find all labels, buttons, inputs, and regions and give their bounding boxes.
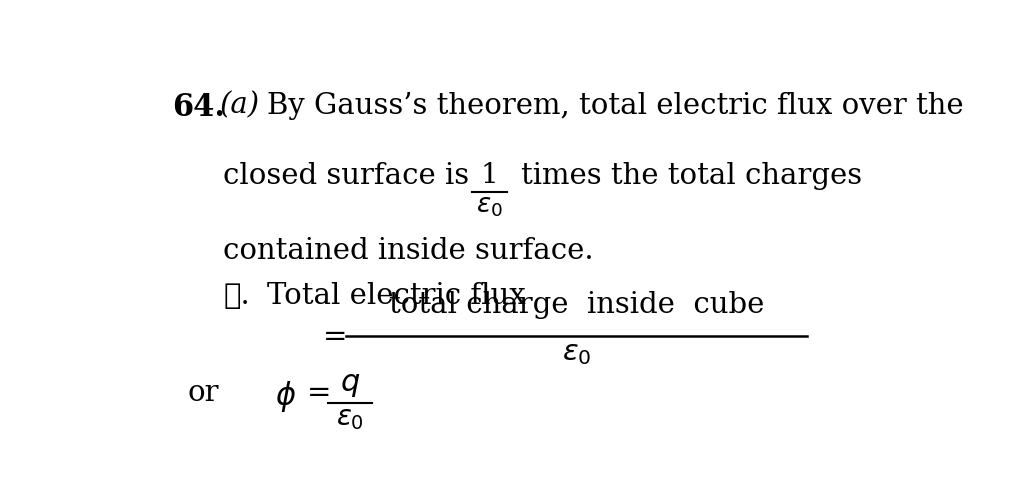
Text: (a): (a) [219,91,259,120]
Text: times the total charges: times the total charges [521,163,862,190]
Text: closed surface is: closed surface is [223,163,469,190]
Text: =: = [323,323,347,351]
Text: $\varepsilon_0$: $\varepsilon_0$ [476,194,503,219]
Text: contained inside surface.: contained inside surface. [223,237,594,265]
Text: ∴.: ∴. [223,282,250,310]
Text: $\phi$: $\phi$ [274,378,296,414]
Text: =: = [306,378,331,407]
Text: Total electric flux: Total electric flux [267,282,525,310]
Text: total charge  inside  cube: total charge inside cube [389,291,764,319]
Text: By Gauss’s theorem, total electric flux over the: By Gauss’s theorem, total electric flux … [267,91,964,120]
Text: $\varepsilon_0$: $\varepsilon_0$ [562,339,591,367]
Text: $q$: $q$ [340,368,360,399]
Text: or: or [187,378,219,407]
Text: 1: 1 [480,162,498,188]
Text: $\varepsilon_0$: $\varepsilon_0$ [336,405,365,432]
Text: 64.: 64. [172,91,224,122]
